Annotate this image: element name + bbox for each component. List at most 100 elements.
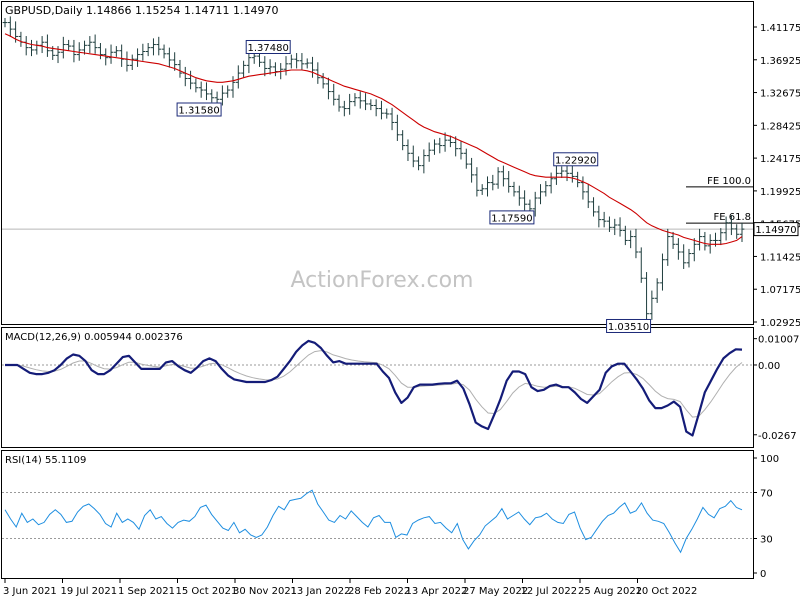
price-bar: [617, 217, 623, 237]
price-bar: [675, 238, 681, 260]
price-bar: [410, 145, 416, 168]
price-bar: [691, 238, 697, 262]
price-bar: [421, 149, 427, 174]
price-bar: [384, 108, 390, 119]
price-bar: [209, 89, 215, 103]
price-bar: [151, 38, 156, 56]
price-bar: [516, 185, 522, 206]
price-bar: [373, 99, 379, 117]
price-bar: [580, 176, 586, 200]
macd-header: MACD(12,26,9) 0.005944 0.002376: [5, 332, 183, 343]
date-tick-label: 12 Jul 2022: [521, 586, 578, 597]
date-axis: 3 Jun 2021 19 Jul 2021 1 Sep 2021 15 Oct 20…: [3, 579, 697, 597]
price-bar: [283, 56, 289, 76]
price-tick-label: 1.24175: [760, 154, 800, 165]
date-tick-label: 27 May 2022: [463, 586, 528, 597]
price-bar: [681, 244, 687, 269]
price-bar: [262, 56, 268, 77]
price-bar: [400, 130, 406, 151]
price-bar: [7, 16, 13, 37]
price-bar: [591, 197, 596, 217]
rsi-line: [4, 489, 743, 554]
price-bar: [45, 34, 50, 57]
fib-level-label: FE 61.8: [713, 212, 751, 223]
price-bar: [34, 40, 40, 55]
price-bar: [718, 228, 724, 246]
price-bar: [198, 81, 204, 98]
date-tick-label: 25 Aug 2022: [578, 586, 642, 597]
price-bar: [82, 40, 87, 55]
price-bar: [559, 166, 565, 178]
price-bar: [166, 47, 172, 68]
price-annotation-label: 1.03510: [608, 322, 649, 333]
rsi-panel: 100 70 30 0: [2, 454, 779, 580]
macd-panel: 0.010071 0.00 -0.0267: [2, 335, 800, 442]
price-bar: [532, 191, 538, 217]
price-bar: [506, 171, 512, 193]
price-tick-label: 1.07175: [760, 285, 800, 296]
date-tick-label: 3 Jun 2021: [3, 586, 57, 597]
price-bar: [18, 31, 24, 47]
price-bar: [230, 76, 236, 98]
price-annotation: 1.17590: [489, 210, 535, 225]
price-annotation: 1.31580: [176, 102, 222, 117]
price-bar: [389, 107, 395, 131]
price-bar: [288, 54, 294, 69]
current-price-label: 1.14970: [755, 225, 796, 236]
price-bar: [612, 218, 618, 236]
price-bar: [474, 167, 480, 197]
price-bar: [564, 164, 570, 182]
price-annotation-label: 1.31580: [178, 106, 219, 117]
date-tick-label: 15 Oct 2021: [176, 586, 238, 597]
price-panel-frame: [1, 1, 754, 325]
price-bar: [315, 62, 321, 84]
price-annotation: 1.03510: [606, 318, 652, 333]
price-bar: [66, 39, 72, 51]
date-tick-label: 1 Sep 2021: [118, 586, 175, 597]
price-bar: [453, 136, 459, 157]
price-bar: [193, 78, 199, 93]
price-bar: [235, 65, 241, 89]
price-bar: [463, 148, 469, 169]
price-bar: [98, 43, 103, 60]
date-tick-label: 13 Apr 2022: [406, 586, 468, 597]
date-tick-label: 13 Jan 2022: [291, 586, 351, 597]
price-panel: 1.41175 1.36925 1.32675 1.28425 1.24175 1.199…: [2, 16, 800, 333]
price-bar: [702, 231, 708, 251]
price-bar: [723, 216, 729, 241]
price-bar: [161, 44, 167, 59]
price-bar: [538, 184, 543, 205]
rsi-tick-label: 30: [760, 535, 773, 546]
price-annotation: 1.37480: [245, 39, 291, 54]
price-bar: [145, 43, 151, 57]
price-bar: [23, 36, 29, 56]
price-bar: [341, 100, 347, 117]
price-tick-label: 1.02925: [760, 318, 800, 329]
price-bar: [437, 137, 443, 154]
watermark: ActionForex.com: [291, 268, 474, 293]
price-bar: [607, 216, 612, 232]
price-bar: [554, 165, 559, 185]
price-bar: [379, 100, 384, 120]
price-tick-label: 1.41175: [760, 23, 800, 34]
macd-tick-label: 0.00: [758, 361, 780, 372]
price-bar: [644, 272, 649, 322]
price-bar: [665, 228, 671, 266]
price-bar: [585, 184, 591, 209]
price-bar: [204, 82, 209, 101]
price-bar: [654, 278, 660, 303]
price-bar: [368, 99, 374, 111]
price-bar: [501, 165, 506, 187]
price-bar: [294, 53, 300, 69]
price-annotation-box: [606, 318, 652, 333]
price-bar: [485, 176, 490, 197]
price-bar: [60, 36, 66, 59]
price-bar: [628, 230, 634, 249]
rsi-header: RSI(14) 55.1109: [5, 455, 86, 466]
price-bar: [182, 66, 188, 87]
price-annotation-label: 1.37480: [248, 43, 289, 54]
rsi-tick-label: 70: [760, 489, 773, 500]
price-annotation-box: [489, 210, 535, 225]
price-bar: [220, 85, 225, 106]
